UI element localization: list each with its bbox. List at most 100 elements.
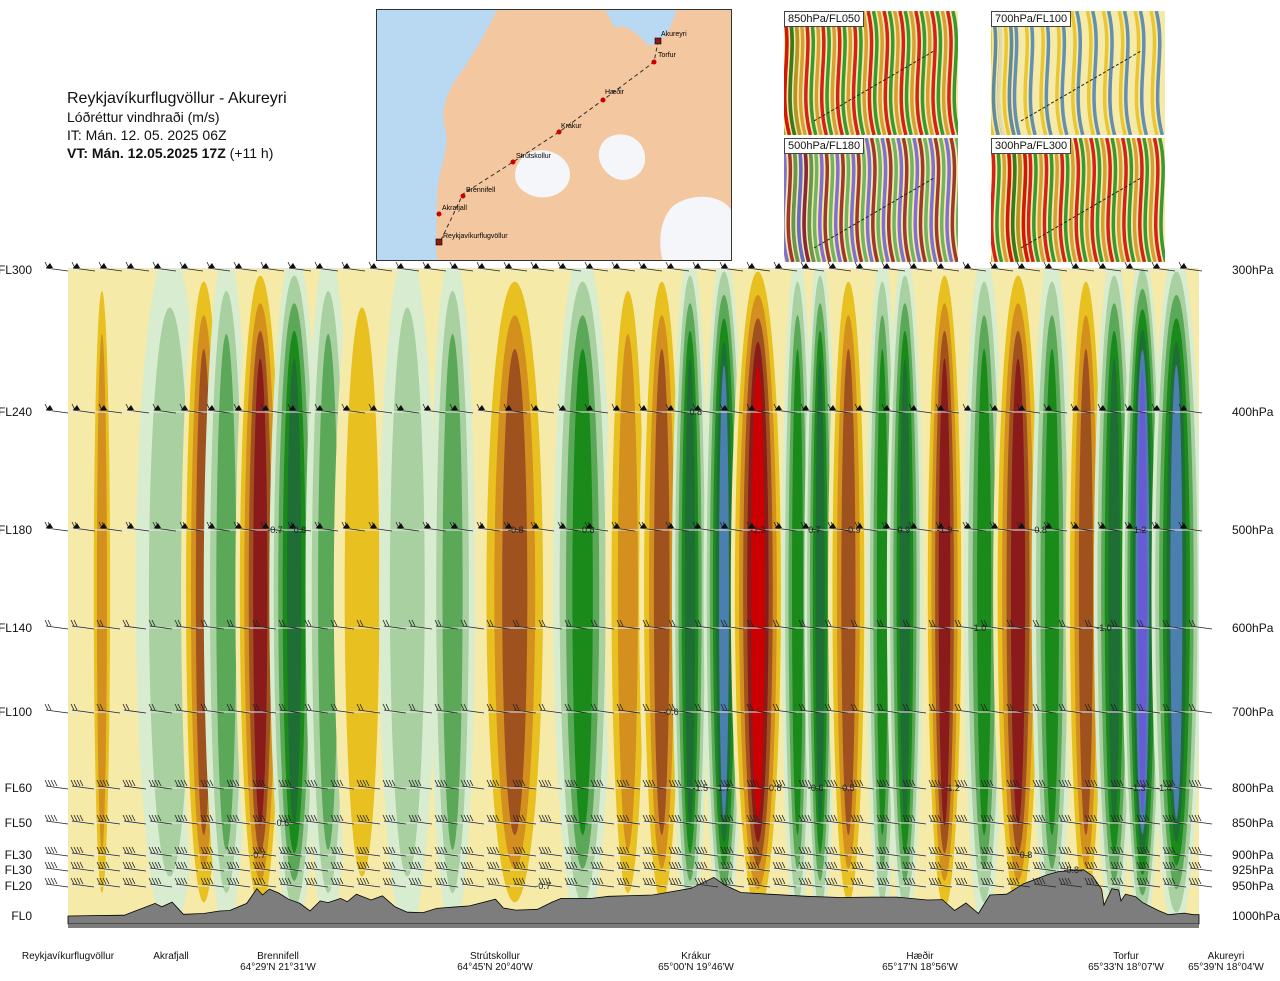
wind-barb bbox=[460, 846, 485, 857]
wind-barb bbox=[122, 846, 147, 857]
wind-barb bbox=[928, 846, 953, 857]
map-glacier-2 bbox=[598, 134, 646, 180]
wind-barb bbox=[1032, 779, 1057, 790]
value-annotation: 1.7 bbox=[718, 783, 731, 793]
wind-barb bbox=[422, 403, 447, 414]
fl-label: FL60 bbox=[4, 781, 32, 795]
wind-barb bbox=[512, 846, 537, 857]
wind-barb bbox=[928, 861, 953, 872]
thumbnail-700hpa[interactable]: 700hPa/FL100 bbox=[991, 11, 1165, 135]
field-band-18-shade-4 bbox=[815, 358, 825, 826]
wind-barb bbox=[96, 846, 121, 857]
wind-barb bbox=[954, 877, 979, 888]
field-band-5-shade-4 bbox=[287, 358, 302, 826]
wind-barb bbox=[902, 877, 927, 888]
wind-barb bbox=[148, 619, 173, 630]
wind-barb bbox=[122, 814, 147, 825]
wind-barb bbox=[174, 703, 199, 714]
wind-barb bbox=[1016, 403, 1041, 414]
wind-barb bbox=[1188, 861, 1213, 872]
wind-barb bbox=[1070, 521, 1095, 532]
wind-barb bbox=[694, 619, 719, 630]
wind-barb bbox=[1124, 261, 1149, 272]
wind-barb bbox=[902, 779, 927, 790]
wind-barb bbox=[356, 703, 381, 714]
wind-barb bbox=[278, 619, 303, 630]
wind-barb bbox=[148, 779, 173, 790]
thumbnail-300hpa[interactable]: 300hPa/FL300 bbox=[991, 138, 1165, 262]
wind-barb bbox=[44, 703, 69, 714]
wind-barb bbox=[590, 861, 615, 872]
field-band-28-shade-6 bbox=[1138, 370, 1147, 814]
wind-barb bbox=[694, 779, 719, 790]
wind-barb bbox=[486, 619, 511, 630]
wind-barb bbox=[330, 703, 355, 714]
wind-barb bbox=[1178, 521, 1203, 532]
wind-barb bbox=[233, 521, 258, 532]
wind-barb bbox=[746, 861, 771, 872]
wind-barb bbox=[827, 261, 852, 272]
route-map[interactable]: Akureyri Torfur Hæðir Krákur Strútskollu… bbox=[376, 9, 732, 261]
field-band-14-shade-4 bbox=[684, 358, 696, 826]
wind-barb bbox=[980, 877, 1005, 888]
wind-barb bbox=[278, 861, 303, 872]
wind-barb bbox=[881, 521, 906, 532]
wind-barb bbox=[954, 619, 979, 630]
wind-barb bbox=[773, 261, 798, 272]
pressure-label: 850hPa bbox=[1232, 816, 1274, 830]
wind-barb bbox=[668, 877, 693, 888]
wind-barb bbox=[44, 261, 69, 272]
vertical-velocity-field bbox=[68, 268, 1199, 923]
field-band-29-shade-5 bbox=[1170, 365, 1183, 819]
wind-barb bbox=[512, 861, 537, 872]
value-annotation: -0.8 bbox=[1063, 865, 1079, 875]
value-annotation: -1.3 bbox=[1130, 783, 1146, 793]
wind-barb bbox=[876, 619, 901, 630]
wind-barb bbox=[152, 403, 177, 414]
wind-barb bbox=[1136, 861, 1161, 872]
wind-barb bbox=[694, 861, 719, 872]
fl-label: FL180 bbox=[0, 523, 32, 537]
waypoint-label: Reykjavíkurflugvöllur bbox=[22, 951, 114, 962]
wind-barb bbox=[798, 814, 823, 825]
map-station-haedir-marker bbox=[600, 97, 606, 103]
wind-barb bbox=[557, 403, 582, 414]
wind-barb bbox=[304, 846, 329, 857]
cross-section-chart: 0.8 -0.7 0.8 -0.8 0.8 -2.2 0.7 -0.9 0.9 -1.9 0.8 1.… bbox=[44, 261, 1213, 928]
wind-barb bbox=[122, 877, 147, 888]
wind-barb bbox=[850, 703, 875, 714]
wind-barb bbox=[287, 521, 312, 532]
map-station-akureyri-marker bbox=[654, 37, 662, 45]
wind-barb bbox=[434, 846, 459, 857]
wind-barb bbox=[1006, 861, 1031, 872]
waypoint-name: Krákur bbox=[681, 951, 711, 962]
wind-barb bbox=[96, 619, 121, 630]
wind-barb bbox=[876, 779, 901, 790]
wind-barb bbox=[980, 846, 1005, 857]
wind-barb bbox=[70, 846, 95, 857]
thumbnail-850hpa[interactable]: 850hPa/FL050 bbox=[784, 11, 958, 135]
wind-barb bbox=[356, 861, 381, 872]
wind-barb bbox=[125, 403, 150, 414]
wind-barb bbox=[252, 846, 277, 857]
value-annotation: 0.8 bbox=[582, 525, 595, 535]
wind-barb bbox=[720, 779, 745, 790]
wind-barb bbox=[200, 619, 225, 630]
wind-barb bbox=[719, 261, 744, 272]
wind-barb bbox=[824, 703, 849, 714]
fl-label: FL30 bbox=[4, 863, 32, 877]
wind-barb bbox=[668, 861, 693, 872]
wind-barb bbox=[70, 877, 95, 888]
wind-barb bbox=[1110, 779, 1135, 790]
wind-barb bbox=[434, 814, 459, 825]
field-band-6-shade-2 bbox=[318, 334, 339, 850]
value-annotation: 0.9 bbox=[898, 525, 911, 535]
wind-barb bbox=[850, 779, 875, 790]
thumbnail-500hpa[interactable]: 500hPa/FL180 bbox=[784, 138, 958, 262]
wind-barb bbox=[382, 619, 407, 630]
wind-barb bbox=[800, 261, 825, 272]
wind-barb bbox=[408, 814, 433, 825]
fl-label: FL100 bbox=[0, 705, 32, 719]
wind-barb bbox=[564, 814, 589, 825]
wind-barb bbox=[341, 403, 366, 414]
